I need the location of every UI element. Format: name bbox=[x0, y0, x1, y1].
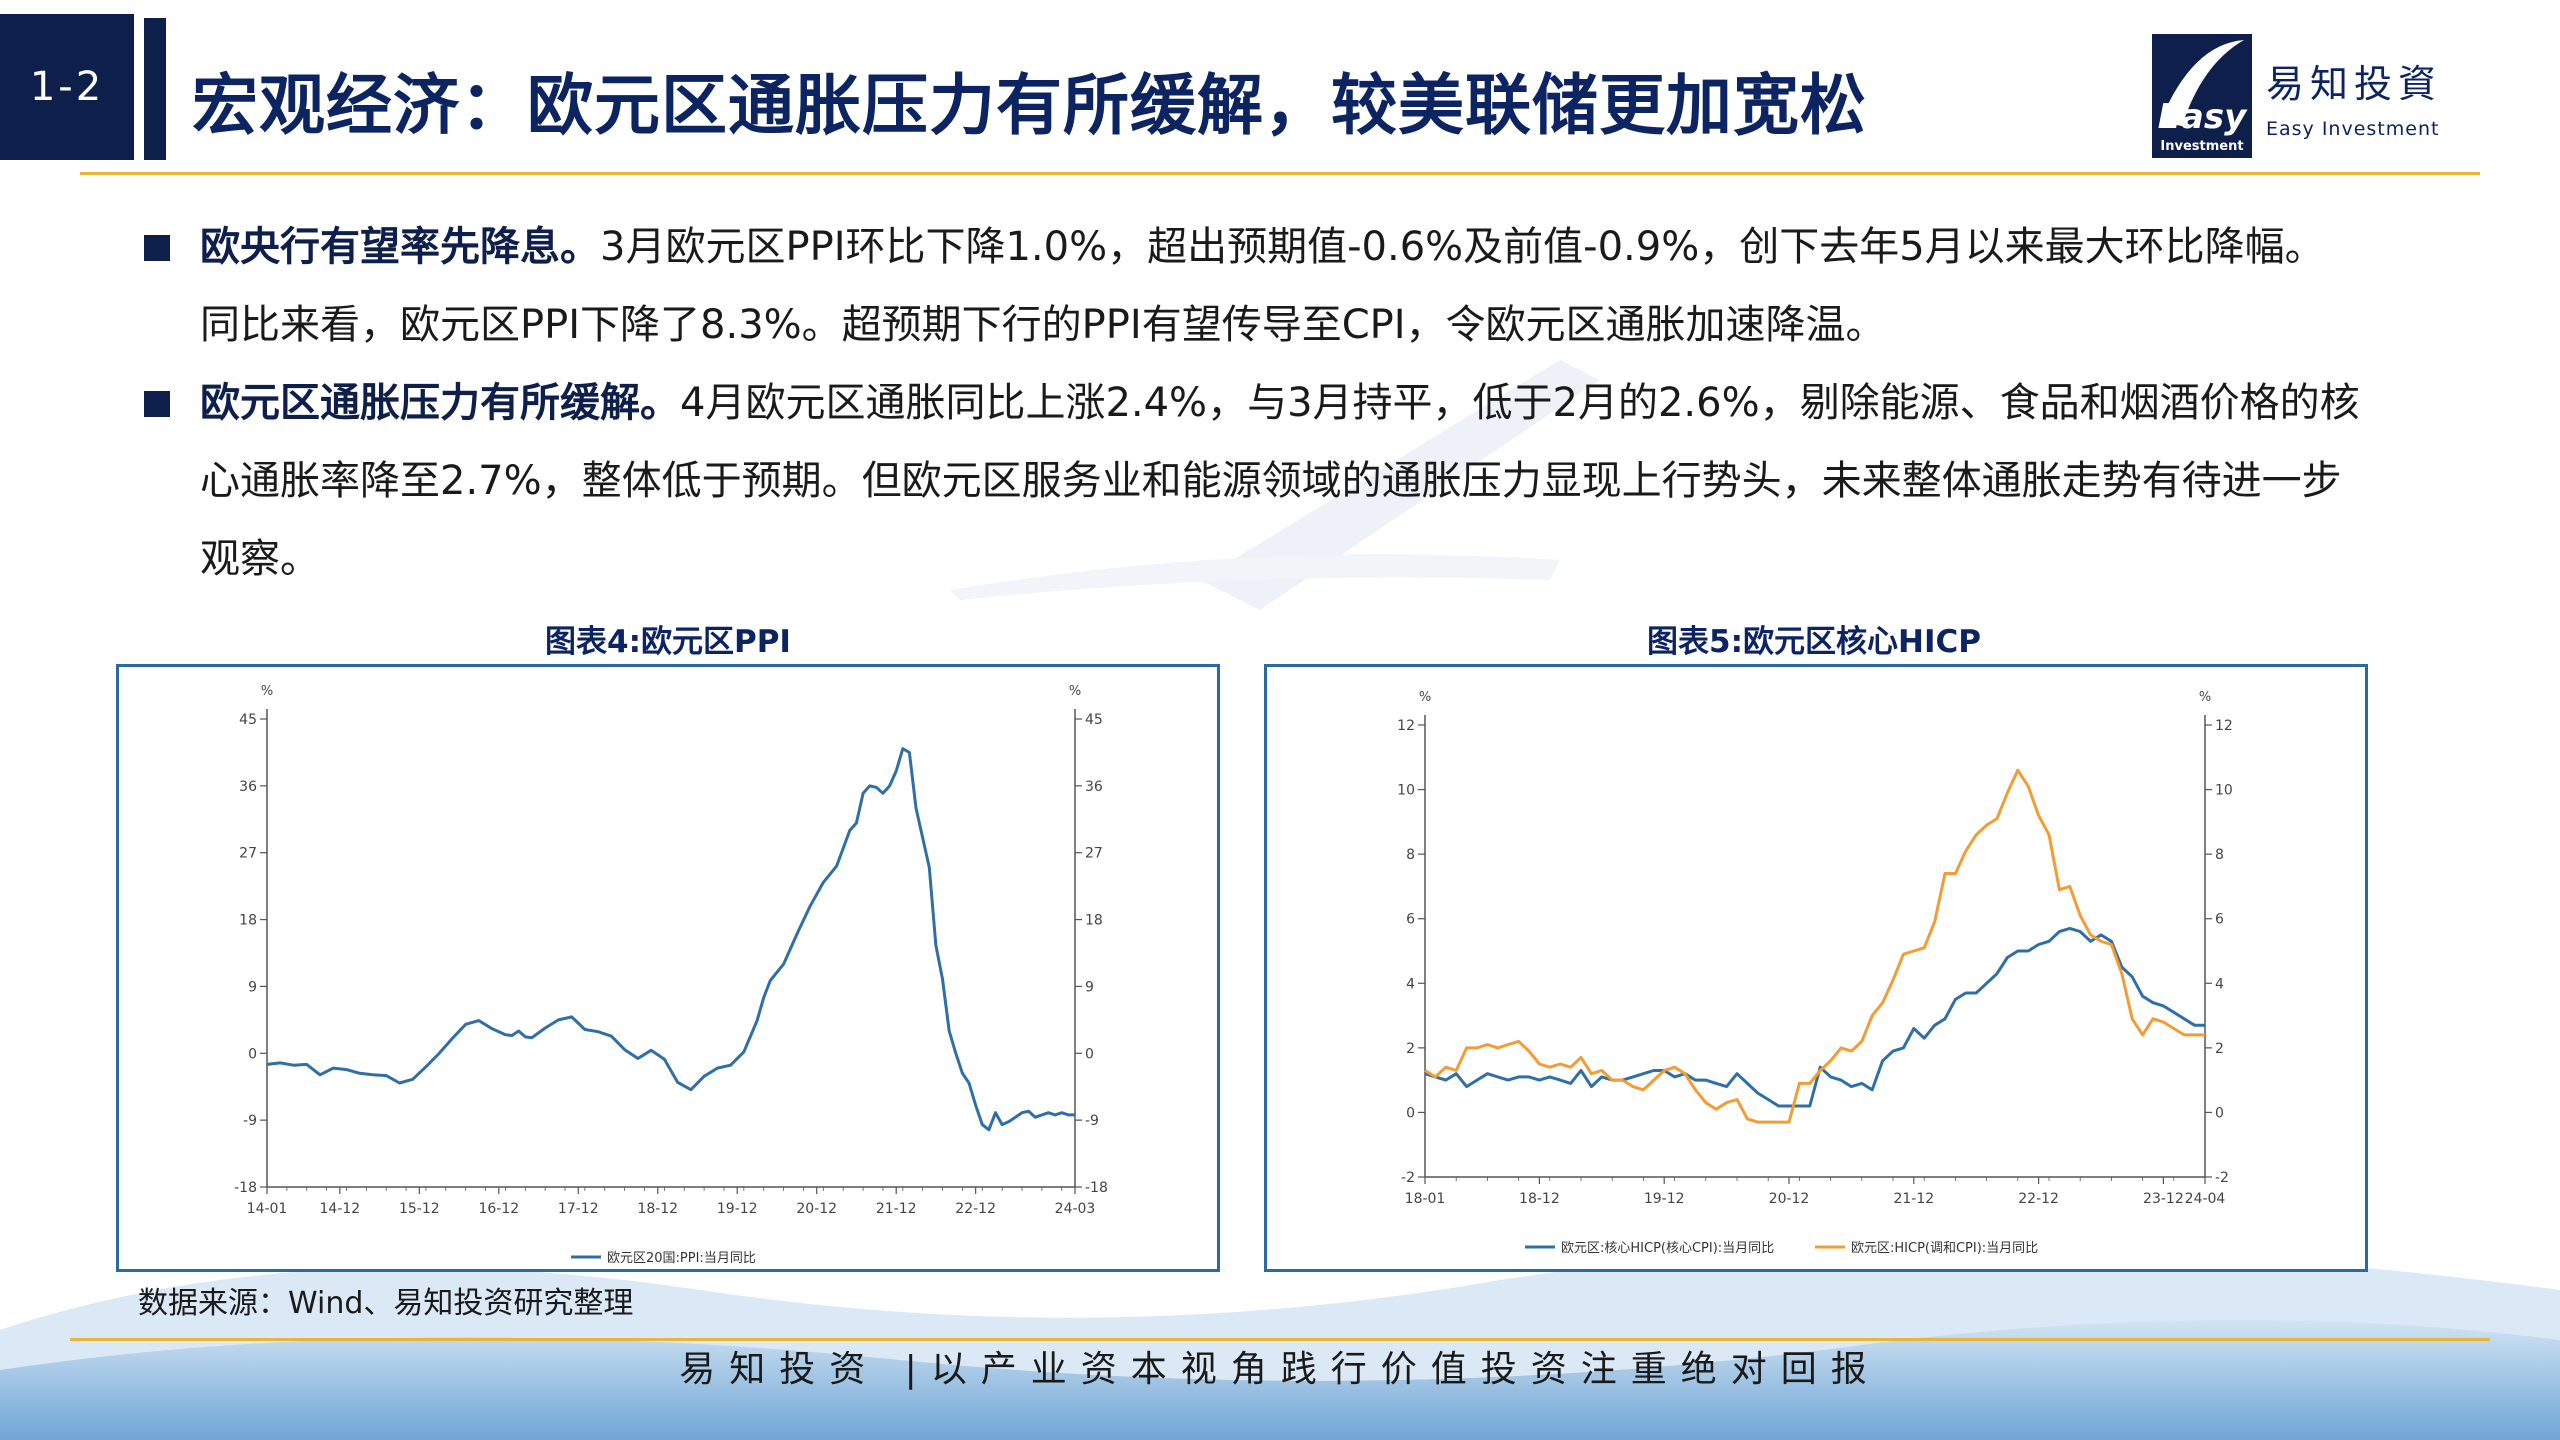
chart-frame-hicp: %% -2 -2 0 0 2 2 4 4 6 6 8 8 10 10 12 12 18-01 18-12 19-12 2… bbox=[1264, 664, 2368, 1272]
logo-mark-text: Easy bbox=[2158, 97, 2248, 137]
x-tick-label: 22-12 bbox=[2018, 1191, 2059, 1207]
logo-mark-subtext: Investment bbox=[2160, 139, 2243, 154]
x-tick-label: 24-04 bbox=[2185, 1191, 2226, 1207]
series-line-0 bbox=[1424, 926, 2205, 1108]
y-tick-label-right: 2 bbox=[2215, 1041, 2224, 1057]
x-tick-label: 18-12 bbox=[637, 1201, 678, 1217]
legend-label-0: 欧元区:核心HICP(核心CPI):当月同比 bbox=[1561, 1241, 1774, 1256]
y-tick-label-left: 45 bbox=[239, 712, 257, 728]
y-tick-label-right: -9 bbox=[1085, 1113, 1099, 1129]
y-tick-label-right: 12 bbox=[2215, 718, 2233, 734]
y-tick-label-right: 4 bbox=[2215, 976, 2224, 992]
bullet-list: 欧央行有望率先降息。3月欧元区PPI环比下降1.0%，超出预期值-0.6%及前值… bbox=[140, 208, 2360, 598]
y-tick-label-left: 0 bbox=[1406, 1105, 1415, 1121]
data-source-note: 数据来源：Wind、易知投资研究整理 bbox=[138, 1286, 634, 1321]
y-tick-label-left: 8 bbox=[1406, 847, 1415, 863]
section-number: 1-2 bbox=[29, 64, 105, 110]
y-tick-label-left: 10 bbox=[1397, 783, 1415, 799]
y-tick-label-left: 36 bbox=[239, 779, 257, 795]
y-unit-label-left: % bbox=[261, 684, 273, 699]
y-unit-label-right: % bbox=[2199, 690, 2211, 705]
y-tick-label-right: 36 bbox=[1085, 779, 1103, 795]
footer-divider bbox=[70, 1338, 2490, 1341]
ppi-line-chart: % % -18 -18 -9 -9 0 0 9 9 18 18 27 27 36 36 45 45 14-01 14-… bbox=[234, 684, 1108, 1266]
y-tick-label-right: 9 bbox=[1085, 979, 1094, 995]
y-unit-label-right: % bbox=[1069, 684, 1081, 699]
header-accent-bar bbox=[144, 18, 166, 160]
series-line-0 bbox=[266, 747, 1075, 1132]
x-tick-label: 21-12 bbox=[1893, 1191, 1934, 1207]
y-tick-label-right: 27 bbox=[1085, 846, 1103, 862]
x-tick-label: 19-12 bbox=[1644, 1191, 1685, 1207]
y-tick-label-left: 0 bbox=[248, 1046, 257, 1062]
chart-frame-ppi: %% -18 -18 -9 -9 0 0 9 9 18 18 27 27 36 36 45 45 14-01 14-… bbox=[116, 664, 1220, 1272]
x-tick-label: 15-12 bbox=[399, 1201, 440, 1217]
legend-label-0: 欧元区20国:PPI:当月同比 bbox=[607, 1251, 756, 1266]
y-tick-label-right: 10 bbox=[2215, 783, 2233, 799]
chart-title-hicp: 图表5:欧元区核心HICP bbox=[1647, 624, 1981, 660]
y-tick-label-right: 18 bbox=[1085, 913, 1103, 929]
x-tick-label: 20-12 bbox=[1769, 1191, 1810, 1207]
y-tick-label-left: 18 bbox=[239, 913, 257, 929]
y-tick-label-left: 12 bbox=[1397, 718, 1415, 734]
y-tick-label-left: 6 bbox=[1406, 912, 1415, 928]
x-tick-label: 20-12 bbox=[796, 1201, 837, 1217]
bullet-marker bbox=[144, 391, 170, 417]
x-tick-label: 18-12 bbox=[1519, 1191, 1560, 1207]
x-tick-label: 18-01 bbox=[1405, 1191, 1446, 1207]
logo-english-name: Easy Investment bbox=[2266, 117, 2440, 140]
y-tick-label-left: 4 bbox=[1406, 976, 1415, 992]
y-tick-label-right: 6 bbox=[2215, 912, 2224, 928]
bullet-marker bbox=[144, 235, 170, 261]
company-logo: Easy Investment 易知投資 Easy Investment bbox=[2152, 34, 2442, 158]
y-tick-label-left: 2 bbox=[1406, 1041, 1415, 1057]
logo-mark-icon: Easy Investment bbox=[2152, 34, 2252, 158]
series-line-1 bbox=[1424, 768, 2205, 1124]
y-tick-label-left: 9 bbox=[248, 979, 257, 995]
x-tick-label: 16-12 bbox=[478, 1201, 519, 1217]
footer-slogan: 易知投资 |以产业资本视角践行价值投资注重绝对回报 bbox=[679, 1349, 1881, 1390]
y-tick-label-left: -18 bbox=[234, 1180, 257, 1196]
bullet-ecb-rate-cut: 欧央行有望率先降息。3月欧元区PPI环比下降1.0%，超出预期值-0.6%及前值… bbox=[140, 208, 2360, 364]
x-tick-label: 14-12 bbox=[320, 1201, 361, 1217]
x-tick-label: 24-03 bbox=[1055, 1201, 1096, 1217]
y-tick-label-left: 27 bbox=[239, 846, 257, 862]
y-tick-label-right: -2 bbox=[2215, 1170, 2229, 1186]
x-tick-label: 17-12 bbox=[558, 1201, 599, 1217]
y-tick-label-left: -2 bbox=[1401, 1170, 1415, 1186]
x-tick-label: 14-01 bbox=[247, 1201, 288, 1217]
y-tick-label-right: 0 bbox=[1085, 1046, 1094, 1062]
chart-title-ppi: 图表4:欧元区PPI bbox=[545, 624, 791, 660]
page-title: 宏观经济：欧元区通胀压力有所缓解，较美联储更加宽松 bbox=[192, 67, 1867, 144]
y-tick-label-right: 8 bbox=[2215, 847, 2224, 863]
section-number-badge: 1-2 bbox=[0, 14, 134, 160]
header-divider bbox=[80, 172, 2480, 175]
x-tick-label: 23-12 bbox=[2143, 1191, 2184, 1207]
bullet-text: 4月欧元区通胀同比上涨2.4%，与3月持平，低于2月的2.6%，剔除能源、食品和… bbox=[200, 380, 2360, 582]
x-tick-label: 21-12 bbox=[876, 1201, 917, 1217]
bullet-lead: 欧元区通胀压力有所缓解。 bbox=[200, 380, 680, 426]
legend-label-1: 欧元区:HICP(调和CPI):当月同比 bbox=[1851, 1241, 2038, 1256]
y-tick-label-right: 45 bbox=[1085, 712, 1103, 728]
x-tick-label: 22-12 bbox=[955, 1201, 996, 1217]
bullet-inflation-easing: 欧元区通胀压力有所缓解。4月欧元区通胀同比上涨2.4%，与3月持平，低于2月的2… bbox=[140, 364, 2360, 598]
bullet-text: 3月欧元区PPI环比下降1.0%，超出预期值-0.6%及前值-0.9%，创下去年… bbox=[200, 224, 2325, 348]
y-tick-label-right: -18 bbox=[1085, 1180, 1108, 1196]
y-tick-label-left: -9 bbox=[243, 1113, 257, 1129]
hicp-line-chart: % % -2 -2 0 0 2 2 4 4 6 6 8 8 10 10 12 12 18-01 18-12 19-12 2… bbox=[1397, 690, 2233, 1256]
logo-chinese-name: 易知投資 bbox=[2266, 61, 2443, 106]
bullet-lead: 欧央行有望率先降息。 bbox=[200, 224, 600, 270]
y-unit-label-left: % bbox=[1419, 690, 1431, 705]
y-tick-label-right: 0 bbox=[2215, 1105, 2224, 1121]
x-tick-label: 19-12 bbox=[717, 1201, 758, 1217]
